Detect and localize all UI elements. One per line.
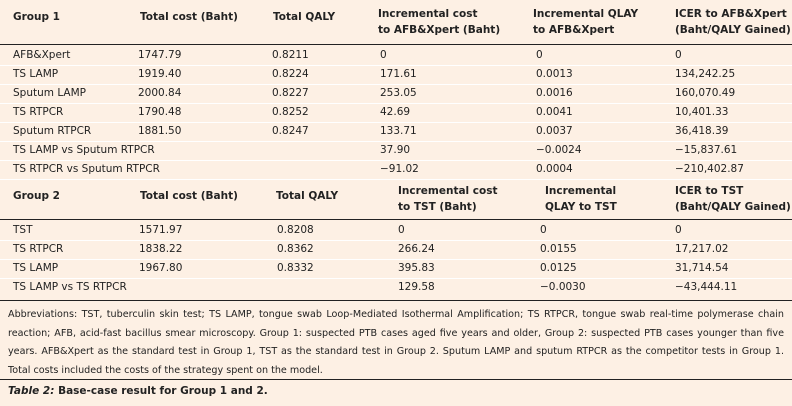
header-cell: Incremental [545,185,617,197]
rule [0,65,792,66]
rule [0,179,792,180]
cell: 0 [398,224,405,236]
rule [0,278,792,279]
header-cell: Group 1 [13,11,60,23]
rule [0,141,792,142]
cell: 0.8247 [272,125,309,137]
header-cell: Total QALY [276,190,339,202]
rule [0,379,792,380]
cell: 266.24 [398,243,435,255]
cell: 1571.97 [139,224,183,236]
cell: 160,070.49 [675,87,736,99]
cell: 0.0013 [536,68,573,80]
cell: 395.83 [398,262,435,274]
cell: 0.0016 [536,87,573,99]
header-cell: Total cost (Baht) [140,190,238,202]
cell: 0 [540,224,547,236]
row-label: TS RTPCR [13,106,64,118]
cell: 0.8227 [272,87,309,99]
cell: 0.8362 [277,243,314,255]
header-cell: ICER to AFB&Xpert [675,8,787,20]
cell: 0 [536,49,543,61]
cell: 1838.22 [139,243,183,255]
cell: 1747.79 [138,49,182,61]
rule [0,103,792,104]
caption-label: Table 2: [8,385,55,397]
rule [0,240,792,241]
cell: 171.61 [380,68,417,80]
rule [0,44,792,45]
header-cell: (Baht/QALY Gained) [675,201,791,213]
cell: 37.90 [380,144,411,156]
header-cell: Incremental cost [378,8,478,20]
row-label: TS LAMP [13,262,59,274]
row-label: TS LAMP vs Sputum RTPCR [13,144,155,156]
rule [0,300,792,301]
row-label: TS RTPCR vs Sputum RTPCR [13,163,160,175]
cell: −15,837.61 [675,144,738,156]
header-cell: to AFB&Xpert [533,24,615,36]
cell: 31,714.54 [675,262,729,274]
row-label: TS LAMP [13,68,59,80]
cell: 0.8224 [272,68,309,80]
cell: 1919.40 [138,68,182,80]
cell: 0 [675,49,682,61]
header-cell: Incremental cost [398,185,498,197]
cell: −0.0024 [536,144,582,156]
header-cell: to AFB&Xpert (Baht) [378,24,501,36]
caption: Table 2: Base-case result for Group 1 an… [8,385,268,397]
cell: 10,401.33 [675,106,729,118]
rule [0,160,792,161]
cell: −43,444.11 [675,281,738,293]
cell: −91.02 [380,163,419,175]
rule [0,219,792,220]
header-cell: (Baht/QALY Gained) [675,24,791,36]
row-label: Sputum RTPCR [13,125,92,137]
header-cell: Group 2 [13,190,60,202]
header-cell: Total cost (Baht) [140,11,238,23]
cell: 0.0155 [540,243,577,255]
row-label: TS RTPCR [13,243,64,255]
cell: 0.0125 [540,262,577,274]
header-cell: ICER to TST [675,185,744,197]
cell: 0.8211 [272,49,309,61]
row-label: Sputum LAMP [13,87,86,99]
cell: 36,418.39 [675,125,729,137]
cell: 2000.84 [138,87,182,99]
row-label: AFB&Xpert [13,49,71,61]
cell: 134,242.25 [675,68,736,80]
cell: 253.05 [380,87,417,99]
header-cell: Incremental QLAY [533,8,639,20]
cell: 1967.80 [139,262,183,274]
footnote: Abbreviations: TST, tuberculin skin test… [8,309,784,376]
cell: 0.0004 [536,163,573,175]
header-cell: QLAY to TST [545,201,617,213]
cell: −210,402.87 [675,163,744,175]
cell: 42.69 [380,106,411,118]
cell: 1790.48 [138,106,182,118]
cell: 0.8252 [272,106,309,118]
header-cell: to TST (Baht) [398,201,477,213]
row-label: TS LAMP vs TS RTPCR [13,281,127,293]
rule [0,122,792,123]
cell: 0.8332 [277,262,314,274]
cell: −0.0030 [540,281,586,293]
cell: 133.71 [380,125,417,137]
row-label: TST [13,224,33,236]
rule [0,84,792,85]
cell: 129.58 [398,281,435,293]
rule [0,259,792,260]
cell: 17,217.02 [675,243,729,255]
cell: 0.0037 [536,125,573,137]
header-cell: Total QALY [273,11,336,23]
cell: 1881.50 [138,125,182,137]
cell: 0.0041 [536,106,573,118]
caption-text: Base-case result for Group 1 and 2. [58,385,268,397]
cell: 0 [380,49,387,61]
cell: 0 [675,224,682,236]
cell: 0.8208 [277,224,314,236]
